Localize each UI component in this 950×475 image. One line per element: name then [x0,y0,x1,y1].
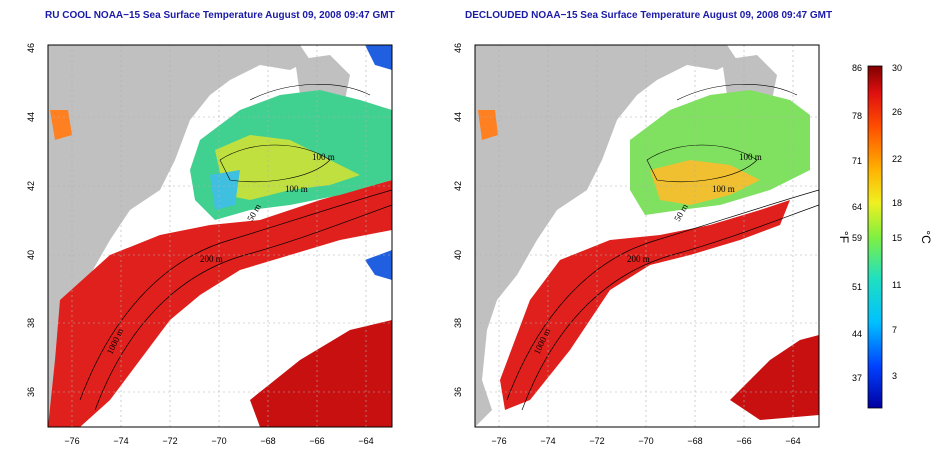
title-right: DECLOUDED NOAA−15 Sea Surface Temperatur… [465,10,833,21]
fahrenheit-tick: 51 [852,282,862,292]
map-right: 100 m 100 m 50 m 200 m 1000 m [475,45,819,427]
celsius-tick: 7 [892,325,897,335]
x-tick: −74 [540,436,555,446]
x-tick: −72 [162,436,177,446]
y-tick: 44 [453,112,463,122]
land-left [48,45,310,427]
left-y-axis: 46 44 42 40 38 36 [26,43,36,397]
contour-label-200m: 200 m [200,254,223,264]
y-tick: 40 [26,250,36,260]
x-tick: −66 [309,436,324,446]
y-tick: 46 [26,43,36,53]
fahrenheit-label: °F [837,231,851,243]
contour-label-100m-a: 100 m [312,152,335,162]
x-tick: −66 [736,436,751,446]
x-tick: −70 [211,436,226,446]
y-tick: 46 [453,43,463,53]
x-tick: −70 [638,436,653,446]
y-tick: 36 [26,387,36,397]
fahrenheit-tick: 44 [852,329,862,339]
map-right-frame [474,44,820,428]
celsius-tick: 3 [892,371,897,381]
contour-label-200m-right: 200 m [627,254,650,264]
colorbar-c-ticks: 30 26 22 18 15 11 7 3 [892,63,902,381]
colorbar-gradient [867,65,883,409]
y-tick: 36 [453,387,463,397]
y-tick: 42 [26,181,36,191]
x-tick: −68 [687,436,702,446]
x-tick: −64 [358,436,373,446]
fahrenheit-tick: 64 [852,202,862,212]
y-tick: 40 [453,250,463,260]
celsius-tick: 30 [892,63,902,73]
contour-label-100m-a-right: 100 m [739,152,762,162]
x-tick: −76 [491,436,506,446]
warm-water-right [500,200,790,410]
celsius-tick: 22 [892,154,902,164]
celsius-tick: 18 [892,198,902,208]
celsius-tick: 15 [892,233,902,243]
right-y-axis: 46 44 42 40 38 36 [453,43,463,397]
fahrenheit-tick: 37 [852,373,862,383]
map-left: 100 m 100 m 50 m 200 m 1000 m [48,45,392,427]
right-x-axis: −76 −74 −72 −70 −68 −66 −64 [491,436,800,446]
y-tick: 38 [26,318,36,328]
fahrenheit-tick: 86 [852,63,862,73]
fahrenheit-tick: 71 [852,156,862,166]
y-tick: 38 [453,318,463,328]
contour-label-100m-b: 100 m [285,184,308,194]
x-tick: −76 [64,436,79,446]
celsius-tick: 11 [892,280,901,290]
fahrenheit-tick: 59 [852,233,862,243]
map-left-frame [47,44,393,428]
left-x-axis: −76 −74 −72 −70 −68 −66 −64 [64,436,373,446]
hot-water-left [250,320,392,427]
celsius-label: °C [919,230,933,244]
x-tick: −68 [260,436,275,446]
celsius-tick: 26 [892,107,902,117]
y-tick: 42 [453,181,463,191]
warm-water-left [48,180,392,427]
land-right [475,45,737,427]
y-tick: 44 [26,112,36,122]
fahrenheit-tick: 78 [852,111,862,121]
contour-label-100m-b-right: 100 m [712,184,735,194]
x-tick: −72 [589,436,604,446]
hot-water-right [730,335,819,420]
title-left: RU COOL NOAA−15 Sea Surface Temperature … [45,10,395,21]
x-tick: −64 [785,436,800,446]
colorbar: 86 78 71 64 59 51 44 37 30 26 22 18 15 1… [837,63,933,409]
colorbar-f-ticks: 86 78 71 64 59 51 44 37 [852,63,862,383]
x-tick: −74 [113,436,128,446]
